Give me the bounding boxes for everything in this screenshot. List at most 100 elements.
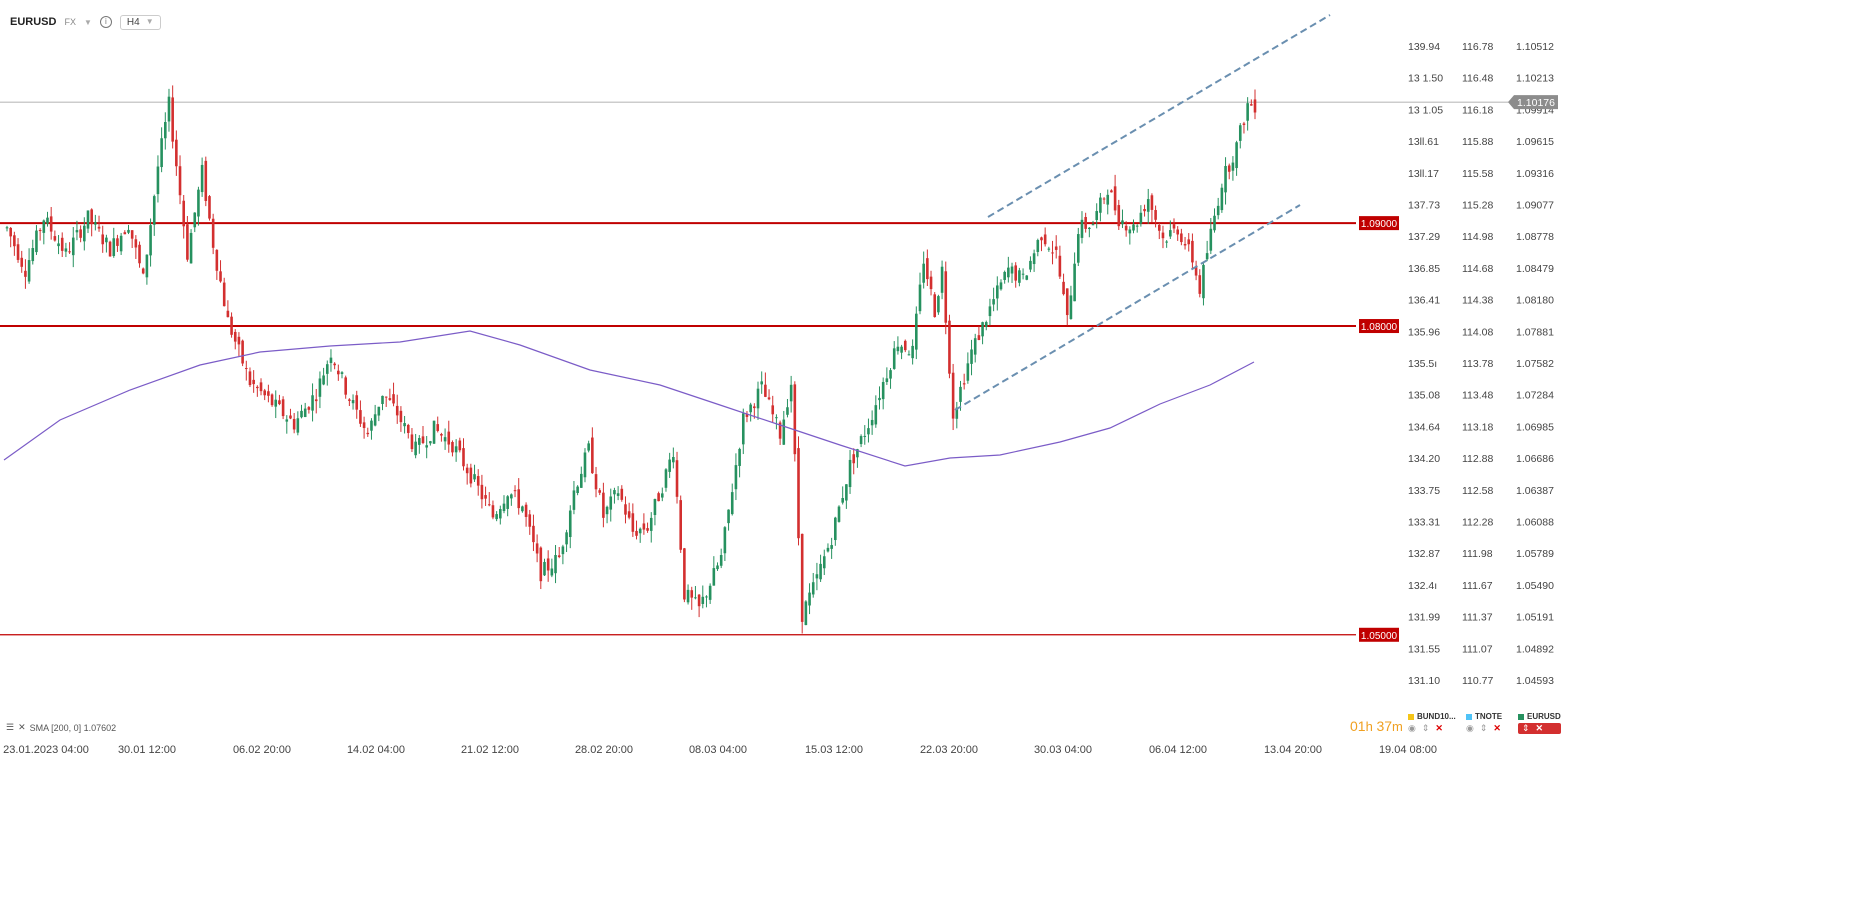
candle-body (127, 229, 130, 233)
candle-body (657, 493, 660, 502)
y-axis-2-tick: 115.28 (1462, 200, 1493, 212)
timeframe-select[interactable]: H4 ▼ (119, 14, 161, 30)
candle-body (1040, 237, 1043, 241)
close-icon[interactable]: ✕ (1493, 723, 1501, 733)
candle-body (557, 555, 561, 558)
y-axis-1-tick: 136.85 (1408, 263, 1440, 275)
close-icon[interactable]: ✕ (18, 722, 26, 732)
updown-arrows-icon[interactable]: ⇕ (1522, 723, 1530, 733)
candle-body (141, 268, 145, 274)
y-axis-1-tick: 133.31 (1408, 517, 1440, 529)
compare-instrument-eurusd[interactable]: EURUSD ⇕ ✕ (1518, 712, 1561, 734)
candle-body (226, 310, 230, 318)
y-axis-3-tick: 1.06686 (1516, 453, 1554, 465)
y-axis-3-tick: 1.08778 (1516, 231, 1554, 243)
candle-body (863, 435, 867, 437)
eye-icon[interactable]: ◉ (1466, 723, 1474, 733)
candle-body (421, 436, 425, 444)
candle-body (690, 590, 694, 598)
y-axis-3-tick: 1.07284 (1516, 390, 1554, 402)
y-axis-1-tick: 134.64 (1408, 421, 1440, 433)
candle-body (1128, 229, 1132, 234)
compare-instrument-tnote[interactable]: TNOTE ◉ ⇕ ✕ (1466, 712, 1502, 734)
candle-body (381, 395, 384, 405)
level-label-bg (1359, 216, 1399, 231)
candle-body (602, 492, 605, 518)
candle-body (848, 459, 852, 488)
close-icon[interactable]: ✕ (1535, 723, 1544, 733)
candle-body (388, 398, 392, 400)
candle-body (915, 313, 918, 350)
candle-body (38, 229, 42, 232)
candle-body (749, 404, 752, 413)
candle-body (222, 282, 226, 307)
price-chart[interactable]: 1.09000 1.08000 1.05000 139.94 116.78 1.10512… (0, 0, 1866, 770)
chevron-down-icon[interactable]: ▼ (83, 17, 92, 27)
candle-body (447, 431, 451, 445)
candle-body (741, 413, 745, 445)
candle-body (149, 225, 152, 256)
y-axis-1-tick: 135.96 (1408, 326, 1440, 338)
candle-body (83, 225, 86, 242)
candle-body (1036, 240, 1040, 252)
candle-body (962, 383, 966, 385)
candle-body (303, 408, 307, 418)
candle-body (1106, 194, 1110, 205)
candle-body (1231, 162, 1235, 171)
y-axis-3-tick: 1.06985 (1516, 421, 1554, 433)
candle-body (959, 386, 962, 402)
close-icon[interactable]: ✕ (1435, 723, 1443, 733)
eye-icon[interactable]: ◉ (1408, 723, 1416, 733)
y-axis-2-tick: 114.08 (1462, 326, 1493, 338)
candle-body (981, 322, 984, 337)
updown-arrows-icon[interactable]: ⇕ (1479, 723, 1488, 733)
sma-line (3, 330, 1255, 467)
candle-body (841, 498, 844, 503)
candle-body (406, 424, 410, 433)
candle-body (649, 517, 653, 531)
candle-body (730, 492, 734, 515)
y-axis-2-tick: 111.37 (1462, 612, 1493, 624)
candle-body (973, 338, 977, 355)
y-axis-3-tick: 1.05789 (1516, 548, 1554, 560)
candle-body (351, 400, 355, 404)
compare-instrument-bund[interactable]: BUND10... ◉ ⇕ ✕ (1408, 712, 1456, 734)
candle-body (337, 370, 340, 375)
x-axis-tick: 06.02 20:00 (233, 744, 291, 756)
y-axis-3-tick: 1.06387 (1516, 485, 1554, 497)
candle-body (1194, 267, 1198, 276)
y-axis-3-tick: 1.09316 (1516, 168, 1554, 180)
candle-body (108, 241, 112, 257)
candle-body (808, 592, 811, 606)
candle-body (738, 448, 741, 466)
updown-arrows-icon[interactable]: ⇕ (1421, 723, 1430, 733)
sma-legend-text: SMA [200, 0] 1.07602 (29, 722, 117, 733)
candle-body (800, 533, 804, 622)
info-icon[interactable]: i (99, 16, 112, 28)
candle-body (870, 419, 874, 426)
y-axis-1-tick: 139.94 (1408, 41, 1440, 53)
sma-legend[interactable]: ☰ ✕ SMA [200, 0] 1.07602 (6, 722, 116, 733)
list-icon[interactable]: ☰ (6, 722, 15, 732)
y-axis-2-tick: 113.48 (1462, 390, 1493, 402)
candle-body (138, 244, 141, 264)
candle-body (804, 601, 808, 626)
candle-body (454, 446, 458, 453)
candle-body (300, 410, 303, 418)
candle-body (79, 229, 82, 238)
candle-body (616, 493, 620, 496)
chart-header: EURUSD FX ▼ i H4 ▼ (10, 12, 161, 32)
candle-body (90, 209, 93, 225)
candle-body (819, 563, 822, 580)
candle-body (683, 548, 686, 600)
candle-body (907, 354, 911, 356)
candle-body (712, 568, 716, 586)
y-axis-3-tick: 1.08180 (1516, 295, 1554, 307)
symbol-label[interactable]: EURUSD (10, 16, 57, 28)
candle-body (68, 251, 71, 253)
candle-body (1250, 104, 1253, 106)
candle-body (546, 558, 550, 571)
channel-lower (954, 204, 1301, 411)
y-axis-1-tick: 13 1.50 (1408, 73, 1443, 85)
candle-body (112, 238, 116, 257)
